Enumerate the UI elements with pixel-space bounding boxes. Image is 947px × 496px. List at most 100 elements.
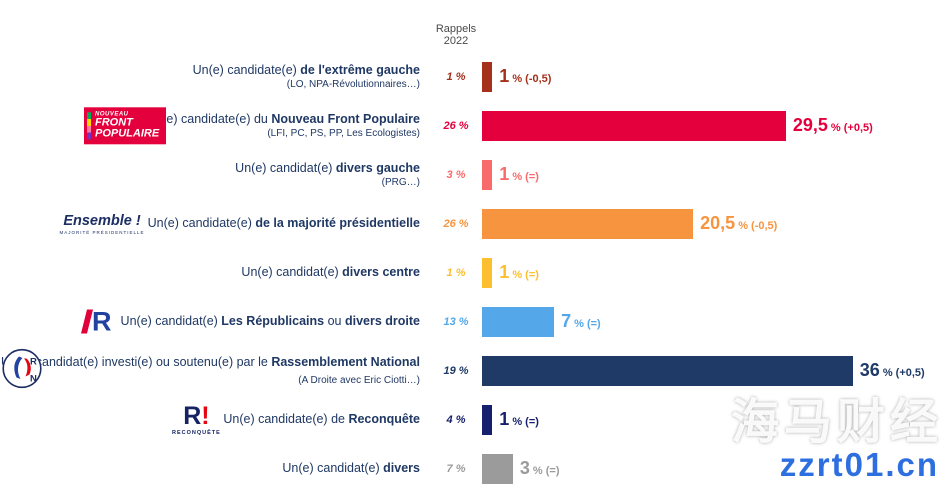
row-sublabel: (LFI, PC, PS, PP, Les Ecologistes) bbox=[267, 128, 420, 140]
bar-value-suffix: % (-0,5) bbox=[738, 220, 777, 232]
rn-letter-r: R bbox=[30, 356, 37, 367]
delta: (=) bbox=[525, 171, 539, 183]
bar-value-number: 1 bbox=[499, 66, 510, 86]
bar bbox=[482, 61, 493, 92]
label-pre: Un(e) candidate(e) bbox=[192, 62, 301, 77]
bar-value-suffix: % (=) bbox=[574, 318, 601, 330]
delta: (+0,5) bbox=[895, 367, 925, 379]
les-republicains-logo: R bbox=[81, 306, 112, 336]
rappel-value: 7 % bbox=[446, 462, 466, 475]
row-label-main: Un(e) candidat(e) divers centre bbox=[0, 264, 420, 280]
bar-value-number: 29,5 bbox=[792, 115, 828, 135]
label-mid: ou bbox=[324, 314, 345, 329]
rappel-cell: 1 % bbox=[430, 71, 482, 83]
chart-row: Un(e) candidat(e) divers 7 % 3% (=) bbox=[0, 444, 947, 493]
rappel-cell: 4 % bbox=[430, 414, 482, 426]
chart-row: Un(e) candidat(e) divers gauche (PRG…) 3 … bbox=[0, 150, 947, 199]
reconquete-exclamation: ! bbox=[201, 401, 210, 430]
bar-area: 36% (+0,5) bbox=[482, 346, 947, 395]
chart-row: R Un(e) candidat(e) Les Républicains ou … bbox=[0, 297, 947, 346]
rappel-header-line2: 2022 bbox=[443, 35, 469, 48]
row-label-main: Un(e) candidate(e) de la majorité présid… bbox=[0, 215, 420, 231]
label-bold: Nouveau Front Populaire bbox=[271, 111, 420, 126]
bar bbox=[482, 306, 555, 337]
bar-area: 7% (=) bbox=[482, 297, 947, 346]
lr-logo-letter: R bbox=[92, 306, 112, 336]
label-pre: Un(e) candidat(e) bbox=[120, 314, 222, 329]
bar-value-suffix: % (+0,5) bbox=[883, 367, 925, 379]
watermark-cjk: 海马财经 bbox=[730, 396, 943, 449]
chart-row: Un(e) candidat(e) divers centre 1 % 1% (… bbox=[0, 248, 947, 297]
label-pre: Un(e) candidat(e) investi(e) ou soutenu(… bbox=[1, 355, 272, 370]
bar-value-number: 7 bbox=[561, 311, 572, 331]
ensemble-logo-subtitle: MAJORITÉ PRÉSIDENTIELLE bbox=[59, 229, 145, 235]
label-pre: Un(e) candidat(e) bbox=[241, 265, 343, 280]
rappel-cell: 26 % bbox=[430, 120, 482, 132]
ensemble-logo-name: Ensemble ! bbox=[63, 212, 141, 229]
row-label: Un(e) candidate(e) de Reconquête bbox=[0, 411, 430, 427]
rappel-cell: 1 % bbox=[430, 267, 482, 279]
chart-row: R N Un(e) candidat(e) investi(e) ou sout… bbox=[0, 346, 947, 395]
reconquete-letter: R bbox=[183, 401, 202, 430]
bar-value: 1% (=) bbox=[499, 409, 539, 430]
bar bbox=[482, 110, 786, 141]
delta: (-0,5) bbox=[525, 73, 552, 85]
chart-row: Un(e) candidate(e) de l'extrême gauche (L… bbox=[0, 52, 947, 101]
chart-row: R! RECONQUÊTE Un(e) candidate(e) de Reco… bbox=[0, 395, 947, 444]
delta: (=) bbox=[545, 465, 560, 477]
label-bold: divers gauche bbox=[335, 160, 420, 175]
bar-value-number: 36 bbox=[859, 360, 880, 380]
label-bold: de l'extrême gauche bbox=[300, 62, 420, 77]
unit: % bbox=[574, 318, 584, 330]
reconquete-logo-mark: R! bbox=[172, 401, 221, 430]
row-label-main: Un(e) candidate(e) du Nouveau Front Popu… bbox=[0, 111, 420, 140]
bar-area: 20,5% (-0,5) bbox=[482, 199, 947, 248]
row-label: Un(e) candidat(e) investi(e) ou soutenu(… bbox=[0, 354, 430, 387]
rappel-value: 4 % bbox=[446, 413, 466, 426]
rn-letter-n: N bbox=[30, 373, 37, 384]
row-label-main: Un(e) candidate(e) de l'extrême gauche (L… bbox=[0, 62, 420, 91]
bar-value-suffix: % (=) bbox=[512, 416, 539, 428]
row-label-main: Un(e) candidat(e) Les Républicains ou di… bbox=[0, 313, 420, 329]
bar-value-number: 1 bbox=[499, 262, 510, 282]
watermark-url: zzrt01.cn bbox=[779, 446, 939, 483]
unit: % bbox=[512, 269, 523, 281]
bar-value: 20,5% (-0,5) bbox=[700, 213, 777, 234]
bar-value: 1% (=) bbox=[499, 164, 539, 185]
nfp-logo-line3: POPULAIRE bbox=[95, 127, 160, 140]
bar bbox=[482, 404, 493, 435]
bar bbox=[482, 453, 513, 484]
label-bold: Rassemblement National bbox=[271, 355, 420, 370]
row-label: Un(e) candidat(e) Les Républicains ou di… bbox=[0, 313, 430, 329]
label-pre: Un(e) candidate(e) du bbox=[146, 111, 272, 126]
rappel-column: Rappels 2022 bbox=[430, 23, 482, 48]
rappel-value: 1 % bbox=[446, 70, 466, 83]
label-bold: Les Républicains bbox=[221, 314, 325, 329]
row-label: Un(e) candidat(e) divers bbox=[0, 460, 430, 476]
label-bold: Reconquête bbox=[348, 412, 420, 427]
row-label: Un(e) candidate(e) du Nouveau Front Popu… bbox=[0, 111, 430, 140]
unit: % bbox=[512, 416, 523, 428]
unit: % bbox=[738, 220, 748, 232]
rappel-value: 13 % bbox=[443, 315, 469, 328]
delta: (=) bbox=[525, 269, 539, 281]
label-bold2: divers droite bbox=[344, 314, 420, 329]
label-bold: divers bbox=[383, 461, 420, 476]
bar-area: 1% (-0,5) bbox=[482, 52, 947, 101]
row-label-main: Un(e) candidate(e) de Reconquête bbox=[0, 411, 420, 427]
unit: % bbox=[512, 73, 523, 85]
bar-value-number: 1 bbox=[499, 409, 510, 429]
nouveau-front-populaire-logo: NOUVEAU FRONT POPULAIRE bbox=[84, 106, 167, 145]
bar-value-suffix: % (-0,5) bbox=[512, 73, 551, 85]
bar-value: 7% (=) bbox=[561, 311, 601, 332]
bar-value-suffix: % (=) bbox=[533, 465, 560, 477]
rappel-value: 1 % bbox=[446, 266, 466, 279]
delta: (=) bbox=[525, 416, 539, 428]
label-pre: Un(e) candidate(e) de bbox=[223, 412, 349, 427]
row-label-main: Un(e) candidat(e) divers bbox=[0, 460, 420, 476]
bar-value: 36% (+0,5) bbox=[860, 360, 925, 381]
label-pre: Un(e) candidate(e) bbox=[147, 216, 256, 231]
row-label: Un(e) candidat(e) divers gauche (PRG…) bbox=[0, 160, 430, 189]
bar-value: 1% (-0,5) bbox=[499, 66, 551, 87]
